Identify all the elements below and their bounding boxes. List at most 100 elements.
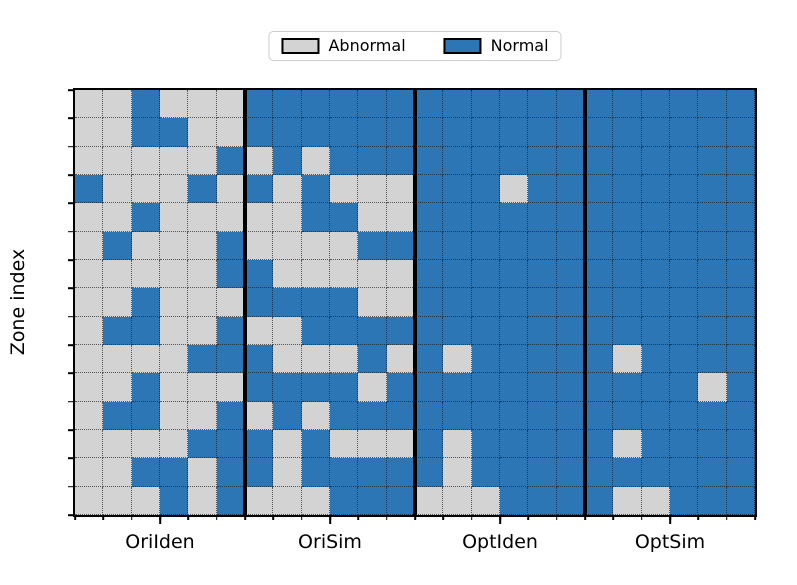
heatmap-cell xyxy=(386,316,415,345)
heatmap-cell xyxy=(188,175,217,204)
heatmap-cell xyxy=(103,373,132,402)
heatmap-cell xyxy=(726,430,755,459)
y-minor-tick xyxy=(68,372,73,375)
heatmap-cell xyxy=(386,175,415,204)
heatmap-cell xyxy=(103,175,132,204)
heatmap-cell xyxy=(415,175,444,204)
heatmap-cell xyxy=(245,458,274,487)
heatmap-cell xyxy=(273,175,302,204)
heatmap-cell xyxy=(726,231,755,260)
panel-separator xyxy=(413,90,417,515)
heatmap-cell xyxy=(471,288,500,317)
heatmap-cell xyxy=(358,203,387,232)
heatmap-cell xyxy=(556,203,585,232)
heatmap-cell xyxy=(386,430,415,459)
heatmap-cell xyxy=(160,373,189,402)
heatmap-cell xyxy=(471,401,500,430)
heatmap-cell xyxy=(471,486,500,515)
legend-swatch-icon xyxy=(281,38,320,54)
x-minor-tick xyxy=(385,515,388,520)
x-major-tick xyxy=(329,515,332,524)
heatmap-cell xyxy=(216,458,245,487)
y-minor-tick xyxy=(68,400,73,403)
heatmap-cell xyxy=(585,401,614,430)
heatmap-cell xyxy=(556,90,585,119)
heatmap-cell xyxy=(160,146,189,175)
heatmap-cell xyxy=(443,373,472,402)
heatmap-cell xyxy=(273,146,302,175)
heatmap-cell xyxy=(641,316,670,345)
heatmap-cell xyxy=(301,288,330,317)
heatmap-cell xyxy=(330,430,359,459)
heatmap-cell xyxy=(301,260,330,289)
y-minor-tick xyxy=(68,429,73,431)
heatmap-cell xyxy=(556,175,585,204)
x-minor-tick xyxy=(584,515,586,520)
heatmap-cell xyxy=(188,260,217,289)
heatmap-cell xyxy=(160,288,189,317)
heatmap-cell xyxy=(188,118,217,147)
heatmap-cell xyxy=(386,146,415,175)
heatmap-cell xyxy=(613,231,642,260)
heatmap-cell xyxy=(245,146,274,175)
heatmap-cell xyxy=(273,401,302,430)
heatmap-cell xyxy=(131,345,160,374)
heatmap-cell xyxy=(103,146,132,175)
heatmap-cell xyxy=(330,373,359,402)
y-minor-tick xyxy=(68,117,73,120)
heatmap-cell xyxy=(556,486,585,515)
heatmap-cell xyxy=(443,203,472,232)
heatmap-cell xyxy=(160,345,189,374)
heatmap-cell xyxy=(216,373,245,402)
heatmap-cell xyxy=(330,231,359,260)
heatmap-cell xyxy=(613,486,642,515)
y-minor-tick xyxy=(68,89,73,91)
heatmap-cell xyxy=(216,316,245,345)
y-minor-tick xyxy=(68,514,73,516)
heatmap-cell xyxy=(613,90,642,119)
heatmap-cell xyxy=(188,373,217,402)
heatmap-cell xyxy=(273,260,302,289)
heatmap-cell xyxy=(273,118,302,147)
heatmap-cell xyxy=(75,118,104,147)
y-minor-tick xyxy=(68,230,73,233)
heatmap-cell xyxy=(330,288,359,317)
heatmap-cell xyxy=(273,430,302,459)
heatmap-cell xyxy=(160,118,189,147)
x-minor-tick xyxy=(527,515,530,520)
heatmap-cell xyxy=(301,458,330,487)
heatmap-cell xyxy=(273,373,302,402)
heatmap-cell xyxy=(415,345,444,374)
heatmap-cell xyxy=(443,458,472,487)
heatmap-cell xyxy=(216,430,245,459)
heatmap-cell xyxy=(273,90,302,119)
y-minor-tick xyxy=(68,344,73,346)
legend-entry-abnormal: Abnormal xyxy=(281,38,406,54)
heatmap-cell xyxy=(726,486,755,515)
heatmap-cell xyxy=(528,430,557,459)
x-tick-label-oriiden: OriIden xyxy=(125,531,195,553)
heatmap-cell xyxy=(471,373,500,402)
heatmap-cell xyxy=(500,90,529,119)
heatmap-cell xyxy=(500,288,529,317)
heatmap-cell xyxy=(188,458,217,487)
heatmap-cell xyxy=(330,146,359,175)
heatmap-cell xyxy=(160,316,189,345)
heatmap-cell xyxy=(386,118,415,147)
heatmap-cell xyxy=(75,373,104,402)
heatmap-cell xyxy=(245,345,274,374)
heatmap-cell xyxy=(386,486,415,515)
heatmap-cell xyxy=(216,175,245,204)
heatmap-cell xyxy=(726,203,755,232)
heatmap-cell xyxy=(670,260,699,289)
heatmap-cell xyxy=(216,345,245,374)
y-minor-tick xyxy=(68,202,73,205)
legend: Abnormal Normal xyxy=(268,31,562,61)
heatmap-cell xyxy=(188,288,217,317)
heatmap-cell xyxy=(75,90,104,119)
x-minor-tick xyxy=(187,515,190,520)
heatmap-cell xyxy=(443,288,472,317)
panel-separator xyxy=(583,90,587,515)
x-minor-tick xyxy=(754,515,756,520)
heatmap-cell xyxy=(301,231,330,260)
